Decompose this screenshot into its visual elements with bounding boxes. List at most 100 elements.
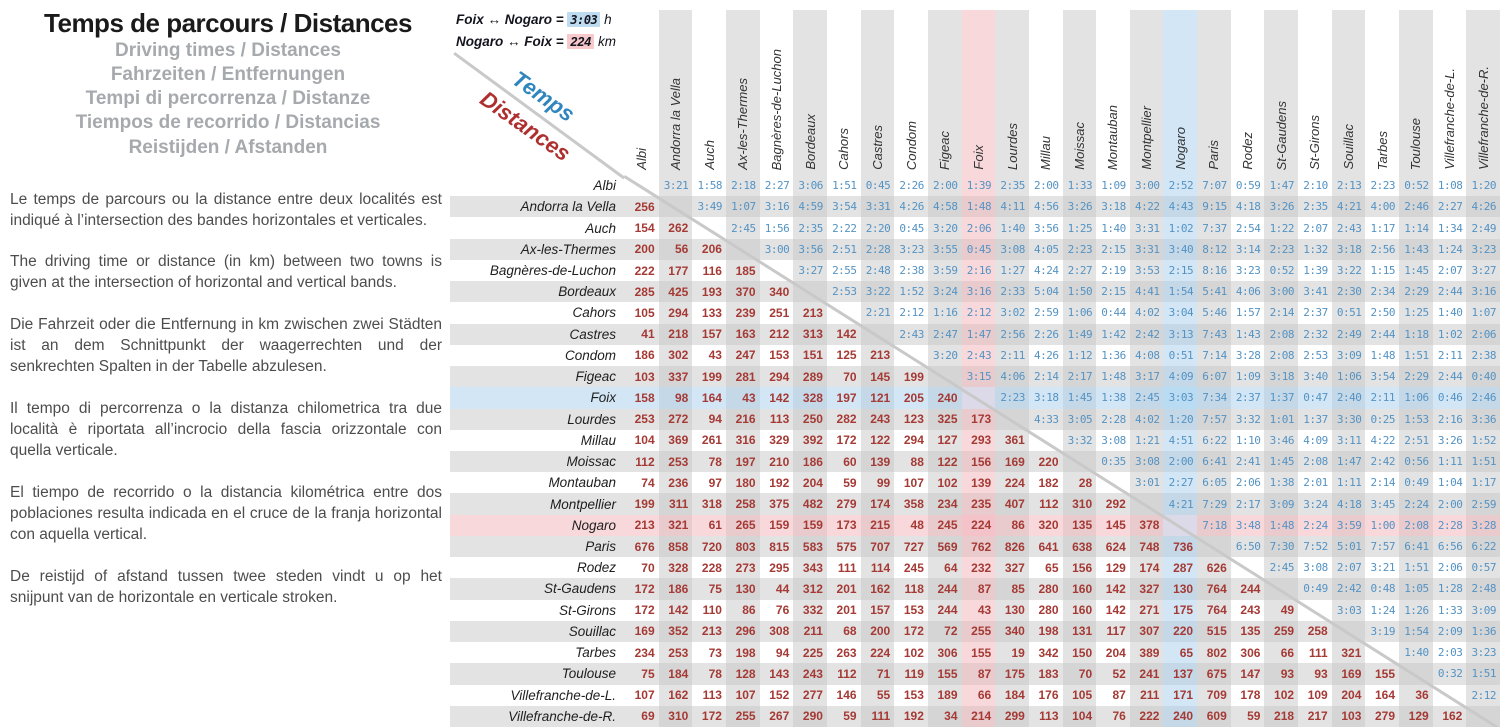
legend-distance-unit: km [598,34,617,49]
distance-cell: 130 [995,599,1029,621]
time-cell: 2:21 [860,302,895,324]
distance-value: 34 [944,709,958,724]
distance-value: 310 [668,709,689,724]
time-value: 2:15 [1168,264,1194,278]
time-cell: 2:29 [1399,366,1433,388]
time-value: 3:59 [933,264,958,278]
distance-value: 199 [701,369,722,384]
time-cell: 5:46 [1197,302,1231,324]
distance-value: 280 [1038,603,1059,618]
time-cell: 3:08 [1096,429,1130,451]
time-value: 4:43 [1168,200,1194,214]
distance-value: 49 [1280,603,1295,618]
distance-value: 160 [1072,581,1093,596]
distance-value: 98 [674,390,689,405]
time-value: 4:26 [899,200,924,214]
time-value: 3:18 [1034,391,1059,405]
city-row-label: Figeac [450,366,625,388]
time-value: 2:16 [1437,412,1463,426]
time-value: 2:26 [1034,327,1059,341]
distance-value: 104 [1072,709,1093,724]
distance-cell: 609 [1197,705,1231,727]
time-value: 2:42 [1134,327,1160,341]
distance-cell: 163 [725,323,760,345]
time-value: 7:30 [1269,540,1295,554]
distance-cell: 155 [1365,663,1400,685]
distance-cell: 282 [826,408,861,430]
time-cell: 3:28 [1230,344,1265,367]
distance-cell: 111 [1298,642,1332,664]
time-value: 7:18 [1202,518,1227,532]
time-cell: 0:45 [894,217,928,239]
time-value: 1:48 [966,200,992,214]
distance-cell: 59 [1230,705,1265,727]
time-cell: 3:28 [1466,514,1500,536]
distance-cell: 34 [927,705,962,727]
city-row-label: Cahors [450,302,625,324]
time-cell: 2:49 [1466,217,1500,239]
distance-value: 112 [1039,497,1059,512]
distance-value: 213 [701,624,722,639]
time-value: 4:18 [1336,497,1362,511]
distance-cell: 762 [961,535,996,558]
city-column-label: Toulouse [1408,117,1424,170]
distance-cell: 139 [860,451,895,473]
time-cell: 1:43 [1230,323,1265,345]
distance-cell: 88 [894,451,928,473]
distance-value: 94 [708,412,722,427]
city-row-label: Condom [450,344,625,367]
distance-cell: 199 [894,366,928,388]
distance-value: 184 [668,666,689,681]
distance-value: 139 [870,454,891,469]
time-value: 2:32 [1303,327,1328,341]
distance-value: 41 [641,327,655,342]
distance-cell: 117 [1096,620,1130,643]
distance-value: 858 [668,539,689,554]
distance-value: 245 [937,518,958,533]
time-value: 2:43 [1336,221,1362,235]
distance-value: 109 [1307,688,1328,703]
distance-value: 279 [836,497,857,512]
time-value: 2:13 [1336,179,1362,193]
distance-cell: 321 [658,514,693,536]
time-cell: 1:22 [1264,217,1299,239]
distance-cell: 214 [961,705,996,727]
time-value: 1:36 [1101,348,1126,362]
distance-value: 370 [735,284,756,299]
time-value: 2:23 [1067,242,1093,256]
time-cell: 1:37 [1264,387,1299,409]
time-cell: 1:09 [1096,175,1130,197]
distance-value: 243 [1240,603,1261,618]
time-cell: 6:07 [1197,366,1231,388]
distance-cell: 267 [759,705,794,727]
time-value: 0:45 [865,179,891,193]
distance-cell: 217 [1298,705,1332,727]
distance-cell: 43 [961,599,996,621]
distance-cell: 142 [826,323,861,345]
distance-cell: 93 [1298,663,1332,685]
distance-cell: 327 [995,557,1029,579]
distance-cell: 182 [1028,472,1063,494]
time-value: 2:12 [1471,688,1497,702]
distance-value: 87 [977,666,992,681]
legend-time-value: 3:03 [570,13,598,27]
time-cell: 0:56 [1399,451,1433,473]
distance-value: 186 [668,581,689,596]
distance-value: 624 [1105,539,1126,554]
time-cell: 2:11 [1432,344,1467,367]
time-cell: 3:08 [1129,451,1164,473]
distance-value: 736 [1173,539,1194,554]
distance-value: 803 [735,539,756,554]
time-cell: 1:56 [759,217,794,239]
distance-cell: 218 [1264,705,1299,727]
time-cell: 2:43 [894,323,928,345]
time-cell: 3:04 [1163,302,1198,324]
distance-cell: 256 [625,196,659,218]
city-column-header: Albi [625,0,659,175]
distance-cell: 285 [625,281,659,303]
distance-value: 118 [904,581,924,596]
city-column-header: Foix [961,0,996,175]
time-cell: 1:47 [961,323,996,345]
city-row-label: Bordeaux [450,281,625,303]
distance-value: 224 [870,645,891,660]
